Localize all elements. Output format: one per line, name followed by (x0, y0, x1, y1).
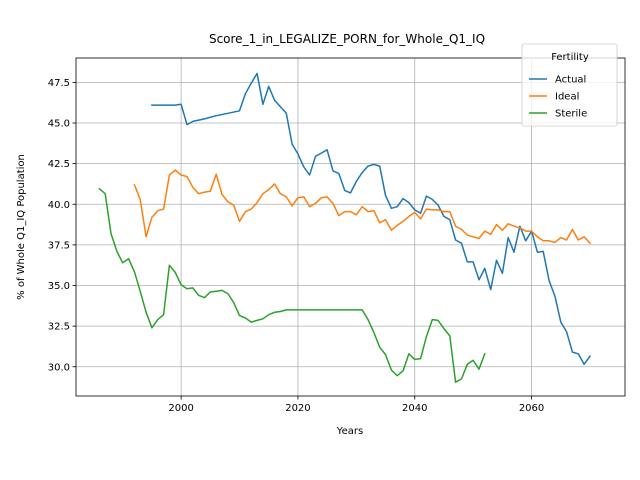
y-tick-label: 40.0 (48, 200, 70, 211)
x-tick-label: 2000 (168, 403, 193, 414)
y-tick-label: 42.5 (48, 159, 70, 170)
y-tick-label: 47.5 (48, 78, 70, 89)
y-tick-label: 30.0 (48, 362, 70, 373)
x-axis: 2000 2020 2040 2060 (168, 396, 544, 414)
legend-label-actual: Actual (555, 75, 586, 86)
legend-box (521, 43, 618, 127)
series-line-ideal (133, 169, 592, 245)
legend-title: Fertility (551, 52, 589, 63)
plot-area-frame (75, 57, 626, 397)
x-tick-label: 2020 (285, 403, 310, 414)
legend-items: Actual Ideal Sterile (529, 75, 587, 120)
legend-label-ideal: Ideal (555, 92, 579, 103)
x-axis-label: Years (336, 426, 363, 437)
y-tick-label: 37.5 (48, 240, 70, 251)
y-tick-label: 45.0 (48, 119, 70, 130)
chart-title: Score_1_in_LEGALIZE_PORN_for_Whole_Q1_IQ (209, 32, 485, 46)
legend-label-sterile: Sterile (555, 109, 587, 120)
series-line-sterile (98, 187, 486, 383)
y-axis: 30.0 32.5 35.0 37.5 40.0 42.5 45.0 47.5 (48, 78, 76, 373)
x-tick-label: 2060 (519, 403, 544, 414)
y-tick-label: 32.5 (48, 322, 70, 333)
y-axis-label: % of Whole Q1_IQ Population (16, 154, 27, 300)
series-lines (98, 72, 592, 383)
x-tick-label: 2040 (402, 403, 427, 414)
legend: Fertility Actual Ideal Sterile (521, 43, 618, 127)
y-tick-label: 35.0 (48, 281, 70, 292)
